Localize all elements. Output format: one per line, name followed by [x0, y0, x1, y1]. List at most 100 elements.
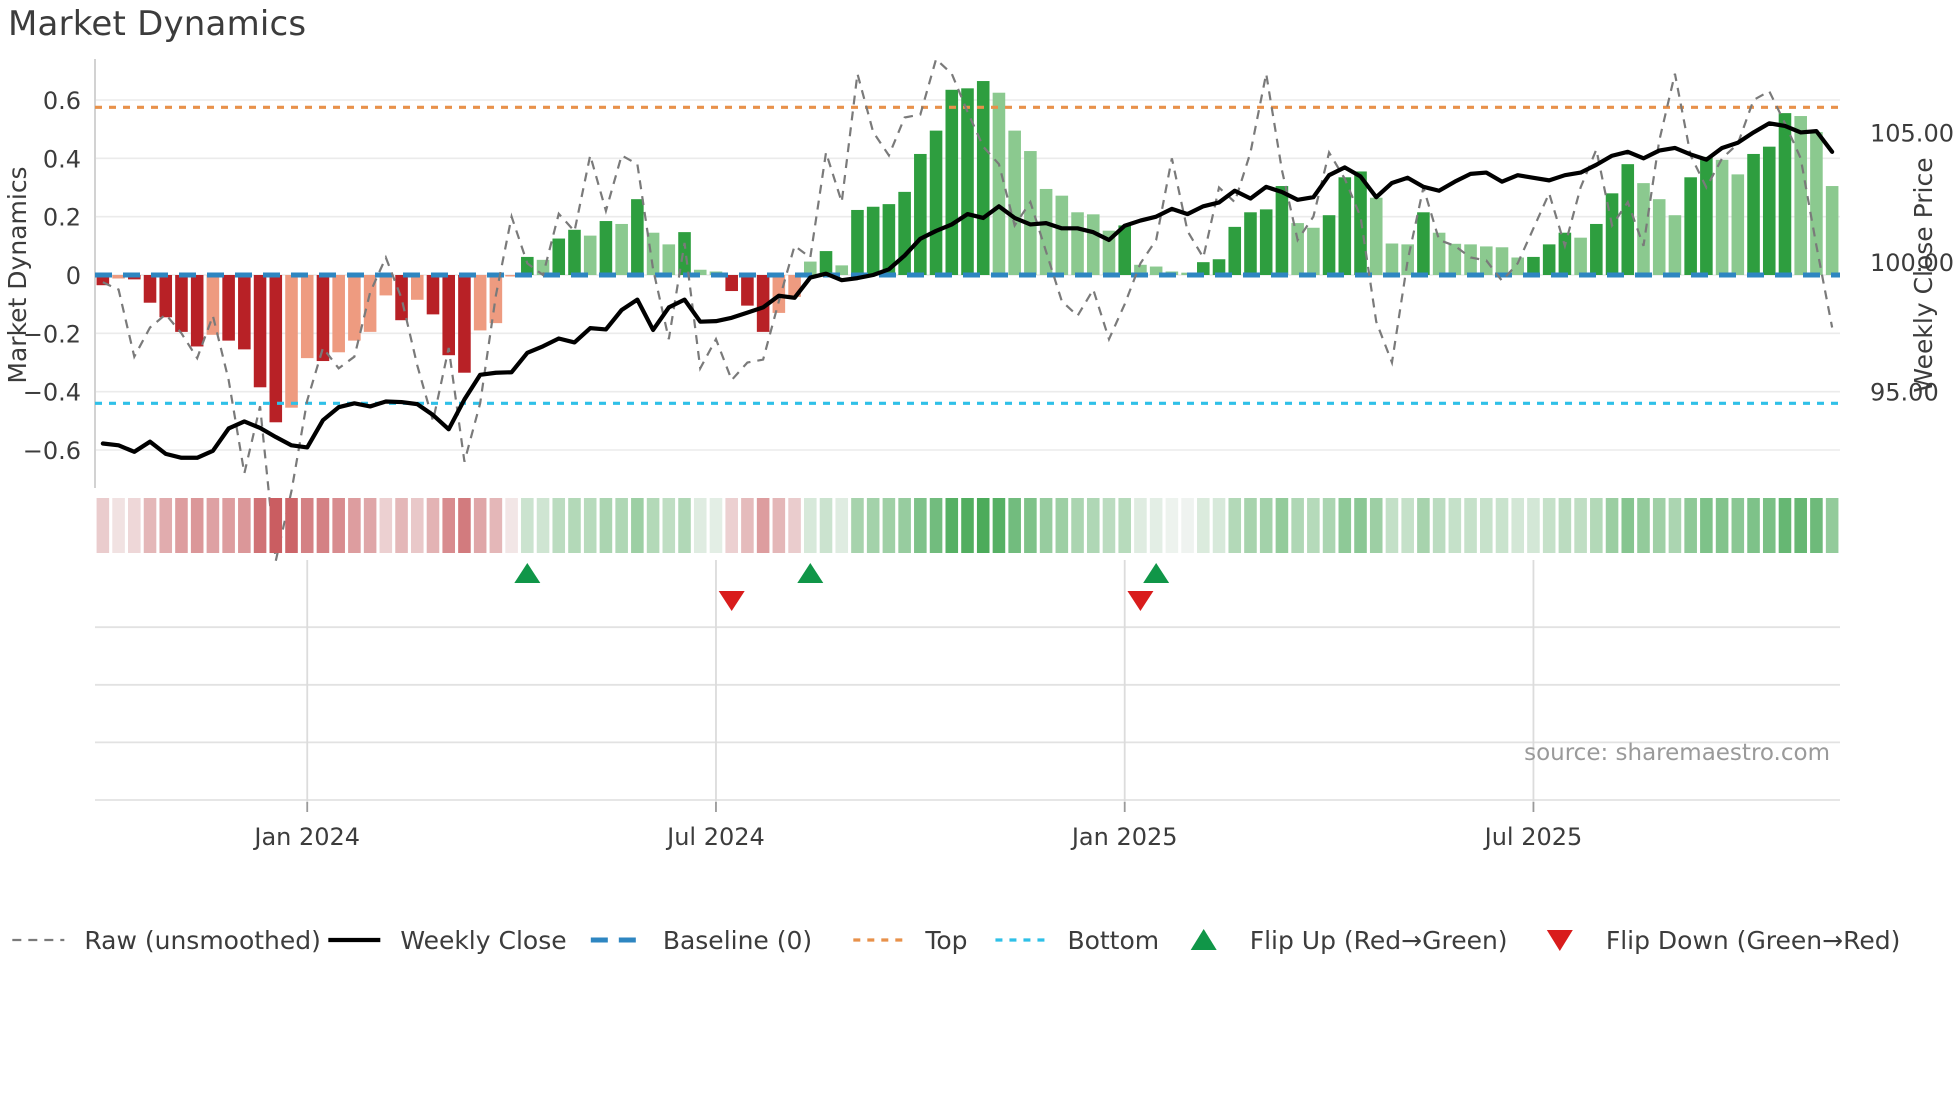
bar [1212, 259, 1226, 275]
legend-item[interactable]: Bottom [995, 926, 1159, 955]
heatmap-cell [646, 498, 660, 553]
bar [1338, 177, 1352, 275]
heatmap-cell [662, 498, 676, 553]
bar [1637, 183, 1650, 275]
heatmap-cell [112, 498, 125, 553]
heatmap-cell [1621, 498, 1635, 553]
legend-item[interactable]: Raw (unsmoothed) [12, 926, 321, 955]
bar [316, 275, 330, 362]
bar [1464, 244, 1477, 275]
heatmap-cell [285, 498, 298, 553]
bar [112, 275, 125, 279]
heatmap-cell [1542, 498, 1556, 553]
bar [410, 275, 424, 300]
bar [1197, 262, 1210, 275]
raw-unsmoothed-line [102, 57, 1834, 562]
heatmap-cell [1731, 498, 1745, 553]
heatmap-cell [1558, 498, 1572, 553]
bar [1244, 212, 1257, 275]
heatmap-cell [1825, 498, 1839, 553]
heatmap-cell [788, 498, 801, 553]
heatmap-cell [882, 498, 896, 553]
heatmap-cell [583, 498, 597, 553]
bar [1024, 151, 1037, 275]
heatmap-cell [521, 498, 534, 553]
flip-up-marker[interactable] [514, 563, 541, 583]
heatmap-cell [1590, 498, 1603, 553]
bar [458, 275, 471, 373]
legend-item[interactable]: Baseline (0) [590, 926, 812, 955]
heatmap-cell [1338, 498, 1352, 553]
bar [190, 275, 204, 347]
heatmap-cell [1322, 498, 1336, 553]
flip-markers[interactable] [514, 563, 1170, 611]
y-axis-left: 0.6 0.4 0.2 0 −0.2 −0.4 −0.6 Market Dynamics [3, 87, 81, 465]
heatmap-cell [631, 498, 644, 553]
bar [693, 269, 707, 275]
flip-up-marker[interactable] [797, 563, 824, 583]
bar [1731, 174, 1745, 275]
legend-item[interactable]: Top [853, 926, 968, 955]
legend-label: Weekly Close [400, 926, 566, 955]
heatmap-cell [1401, 498, 1414, 553]
legend-item[interactable]: Flip Down (Green→Red) [1546, 926, 1901, 955]
heatmap-cell [1479, 498, 1493, 553]
heatmap-cell [536, 498, 550, 553]
bar [1322, 215, 1336, 275]
flip-down-marker[interactable] [1127, 591, 1154, 611]
heatmap-cell [206, 498, 220, 553]
bar [1684, 177, 1697, 275]
flip-up-marker[interactable] [1143, 563, 1170, 583]
heatmap-cell [1212, 498, 1226, 553]
bar [992, 92, 1006, 275]
bar [568, 229, 581, 275]
heatmap-cell [458, 498, 471, 553]
heatmap-cell [866, 498, 880, 553]
bar [1369, 197, 1383, 275]
legend[interactable]: Raw (unsmoothed) Weekly Close Baseline (0)… [12, 926, 1900, 955]
heatmap-cell [819, 498, 833, 553]
bar [1008, 130, 1021, 275]
heatmap-cell [1008, 498, 1021, 553]
y-tick-label: 0 [66, 262, 81, 290]
heatmap-cell [426, 498, 440, 553]
heatmap-cell [772, 498, 786, 553]
page-title: Market Dynamics [8, 4, 307, 44]
lower-panel [95, 560, 1840, 804]
flip-down-marker[interactable] [718, 591, 745, 611]
bar [1071, 212, 1084, 275]
bar [945, 89, 959, 276]
legend-triangle-down-icon [1546, 930, 1573, 951]
bar [1715, 159, 1729, 275]
heatmap-cell [961, 498, 974, 553]
bar [489, 275, 503, 324]
heatmap-cell [348, 498, 361, 553]
bar [395, 275, 408, 321]
y-tick-label: −0.2 [23, 320, 81, 348]
bar [1134, 264, 1147, 275]
y-tick-label: 0.6 [43, 87, 81, 115]
bar [1039, 188, 1053, 275]
heatmap-cell [253, 498, 267, 553]
bar [976, 81, 990, 276]
x-tick-label: Jan 2025 [1070, 823, 1178, 851]
bar [1511, 257, 1525, 275]
x-axis: Jan 2024 Jul 2024 Jan 2025 Jul 2025 [252, 802, 1582, 851]
legend-item[interactable]: Weekly Close [328, 926, 567, 955]
heatmap-cell [741, 498, 754, 553]
heatmap-cell [1165, 498, 1179, 553]
bar [882, 204, 896, 275]
heatmap-cell [96, 498, 110, 553]
bar [1527, 256, 1540, 275]
heatmap-cell [1055, 498, 1069, 553]
bar [851, 209, 864, 275]
heatmap-cell [1637, 498, 1650, 553]
heatmap-cell [363, 498, 377, 553]
bar [238, 275, 251, 350]
legend-item[interactable]: Flip Up (Red→Green) [1190, 926, 1508, 955]
heatmap-cell [473, 498, 487, 553]
heatmap-cell [159, 498, 173, 553]
bar [175, 275, 188, 332]
bar [206, 275, 220, 335]
